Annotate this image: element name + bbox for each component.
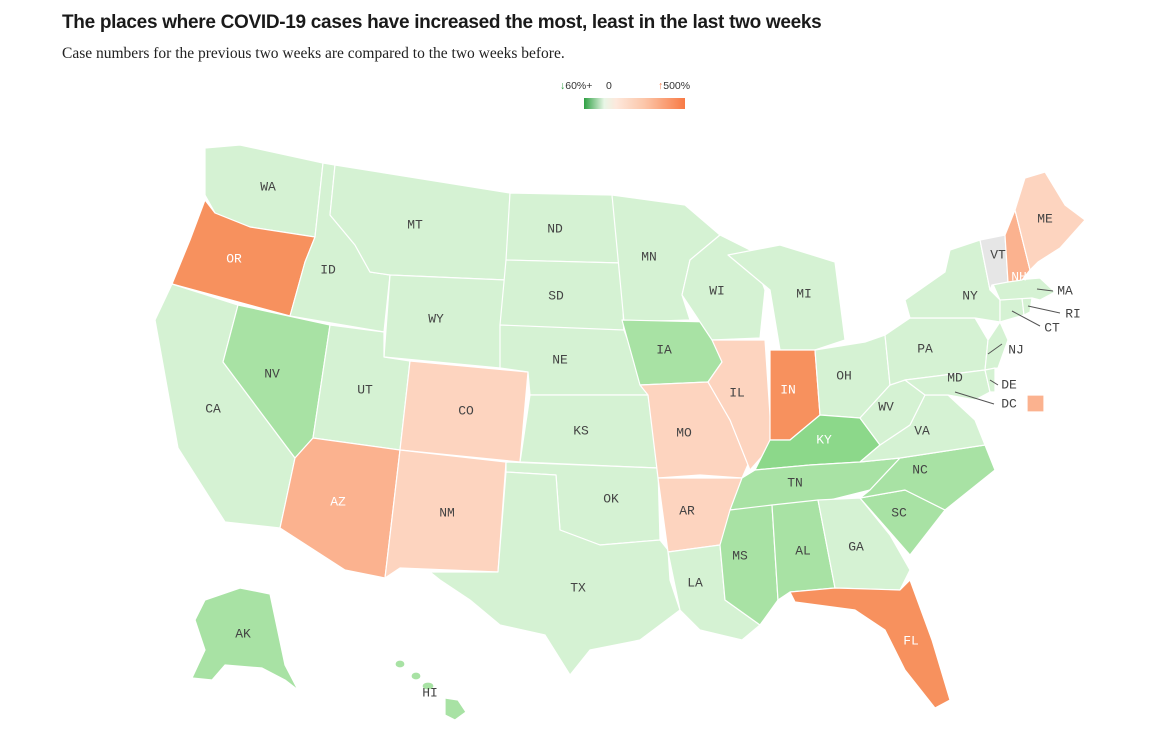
state-label-va: VA	[914, 424, 930, 439]
state-label-la: LA	[687, 576, 703, 591]
state-label-ia: IA	[656, 343, 672, 358]
state-label-mi: MI	[796, 287, 812, 302]
state-label-ga: GA	[848, 540, 864, 555]
state-label-ar: AR	[679, 504, 695, 519]
state-label-ky: KY	[816, 433, 832, 448]
state-label-nd: ND	[547, 222, 563, 237]
legend-mid-label: 0	[606, 80, 612, 92]
state-label-me: ME	[1037, 212, 1053, 227]
state-label-fl: FL	[903, 634, 919, 649]
state-label-md: MD	[947, 371, 963, 386]
state-label-co: CO	[458, 404, 474, 419]
state-hi-island	[394, 659, 406, 669]
state-ct[interactable]	[999, 297, 1025, 323]
state-nj[interactable]	[984, 321, 1009, 371]
state-label-wa: WA	[260, 180, 276, 195]
legend-gradient-bar	[584, 98, 685, 109]
state-label-wy: WY	[428, 312, 444, 327]
state-vt[interactable]	[979, 234, 1009, 291]
state-label-hi: HI	[422, 686, 438, 701]
state-label-mt: MT	[407, 218, 423, 233]
state-label-al: AL	[795, 544, 811, 559]
state-nm[interactable]	[384, 449, 507, 579]
state-label-tx: TX	[570, 581, 586, 596]
state-hi[interactable]	[444, 697, 467, 721]
state-dc[interactable]	[1026, 394, 1045, 413]
leader-line-ct	[1011, 310, 1041, 327]
state-hi-island	[410, 671, 422, 681]
state-hi-island	[421, 681, 435, 691]
state-label-ks: KS	[573, 424, 589, 439]
state-il[interactable]	[707, 339, 773, 471]
state-me[interactable]	[1014, 171, 1086, 271]
state-label-il: IL	[729, 386, 745, 401]
state-label-nm: NM	[439, 506, 455, 521]
leader-line-ri	[1027, 305, 1061, 314]
leader-line-de	[989, 379, 999, 386]
state-label-ak: AK	[235, 627, 251, 642]
state-label-ne: NE	[552, 353, 568, 368]
state-label-in: IN	[780, 383, 796, 398]
arrow-up-icon: ↑	[658, 80, 664, 92]
state-label-ok: OK	[603, 492, 619, 507]
state-nd[interactable]	[505, 192, 623, 264]
state-label-ca: CA	[205, 402, 221, 417]
state-label-oh: OH	[836, 369, 852, 384]
color-legend: ↓60%+ 0 ↑500%	[560, 80, 710, 114]
state-label-nh: NH	[1011, 270, 1027, 285]
state-label-de: DE	[1001, 378, 1017, 393]
state-fl[interactable]	[789, 579, 951, 709]
leader-line-nj	[987, 343, 1003, 355]
state-label-mn: MN	[641, 250, 657, 265]
state-ak[interactable]	[191, 587, 299, 691]
legend-low-text: 60%+	[565, 80, 593, 92]
state-label-az: AZ	[330, 495, 346, 510]
state-label-ny: NY	[962, 289, 978, 304]
state-label-pa: PA	[917, 342, 933, 357]
state-mi[interactable]	[727, 244, 846, 351]
leader-line-ma	[1036, 288, 1054, 292]
state-label-dc: DC	[1001, 397, 1017, 412]
state-label-nc: NC	[912, 463, 928, 478]
state-label-tn: TN	[787, 476, 803, 491]
state-label-vt: VT	[990, 248, 1006, 263]
state-nh[interactable]	[1004, 209, 1031, 283]
state-label-sd: SD	[548, 289, 564, 304]
arrow-down-icon: ↓	[560, 80, 566, 92]
state-label-id: ID	[320, 263, 336, 278]
state-nc[interactable]	[859, 444, 996, 511]
state-label-wi: WI	[709, 284, 725, 299]
state-label-mo: MO	[676, 426, 692, 441]
state-label-nj: NJ	[1008, 343, 1024, 358]
page-subtitle: Case numbers for the previous two weeks …	[62, 45, 565, 62]
state-label-nv: NV	[264, 367, 280, 382]
state-label-ct: CT	[1044, 321, 1060, 336]
state-label-wv: WV	[878, 400, 894, 415]
legend-high-text: 500%	[663, 80, 691, 92]
state-label-ma: MA	[1057, 284, 1073, 299]
page-title: The places where COVID-19 cases have inc…	[62, 12, 822, 33]
state-label-or: OR	[226, 252, 242, 267]
state-label-sc: SC	[891, 506, 907, 521]
legend-high-label: ↑500%	[658, 80, 690, 92]
state-label-ri: RI	[1065, 307, 1081, 322]
legend-low-label: ↓60%+	[560, 80, 592, 92]
leader-line-dc	[954, 391, 995, 405]
state-tx[interactable]	[429, 471, 681, 676]
state-ks[interactable]	[519, 394, 659, 469]
state-wy[interactable]	[383, 274, 507, 369]
state-ma[interactable]	[991, 277, 1056, 301]
state-label-ut: UT	[357, 383, 373, 398]
state-label-ms: MS	[732, 549, 748, 564]
